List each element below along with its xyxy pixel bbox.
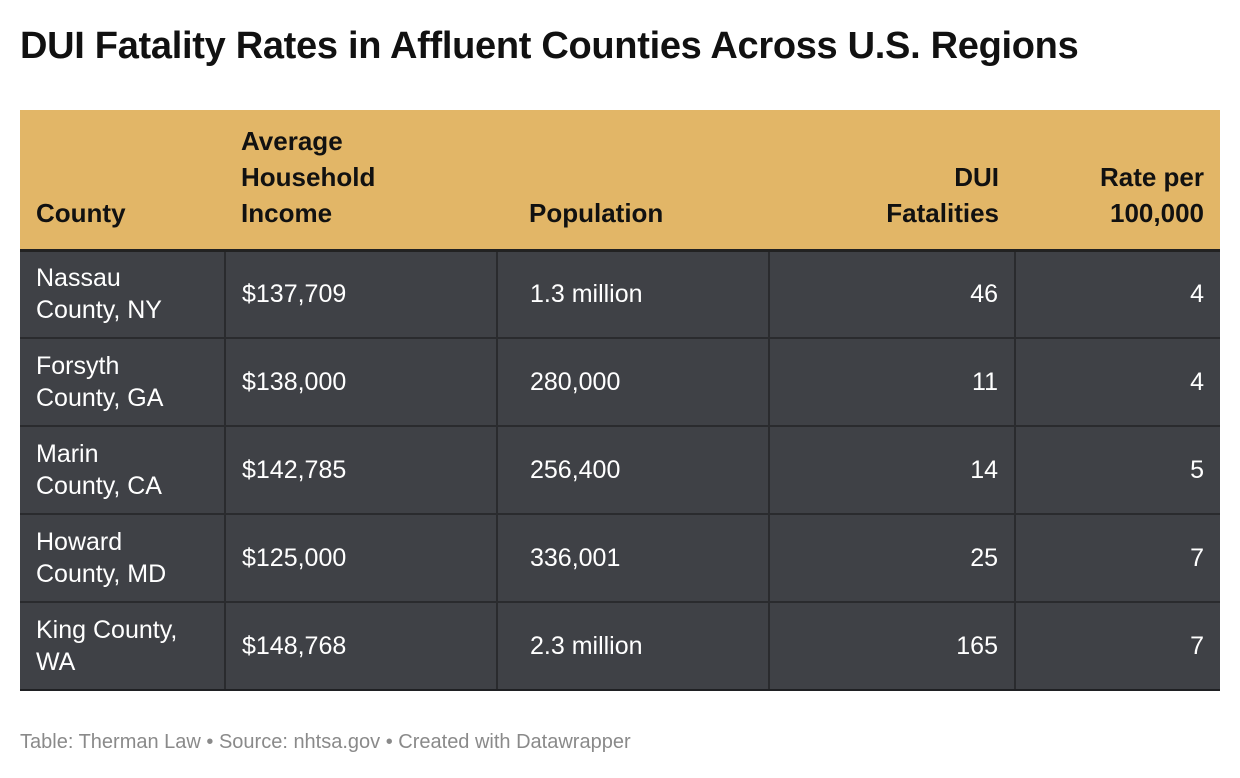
fatalities-cell: 165 bbox=[769, 602, 1016, 691]
population-cell: 1.3 million bbox=[497, 250, 770, 339]
county-cell: Forsyth County, GA bbox=[20, 338, 226, 427]
county-line: Forsyth bbox=[36, 352, 120, 380]
chart-title: DUI Fatality Rates in Affluent Counties … bbox=[20, 25, 1079, 67]
table-row: Howard County, MD $125,000 336,001 25 7 bbox=[20, 514, 1220, 603]
fatalities-cell: 14 bbox=[769, 426, 1016, 515]
county-line: County, GA bbox=[36, 384, 164, 412]
data-table: County Average Household Income Populati… bbox=[20, 110, 1220, 691]
county-cell: Marin County, CA bbox=[20, 426, 226, 515]
income-cell: $148,768 bbox=[225, 602, 498, 691]
county-line: Marin bbox=[36, 440, 99, 468]
fatalities-cell: 11 bbox=[769, 338, 1016, 427]
table-row: King County, WA $148,768 2.3 million 165… bbox=[20, 602, 1220, 691]
population-cell: 280,000 bbox=[497, 338, 770, 427]
county-cell: Howard County, MD bbox=[20, 514, 226, 603]
rate-cell: 5 bbox=[1015, 426, 1220, 515]
header-line: Fatalities bbox=[886, 197, 999, 228]
county-cell: King County, WA bbox=[20, 602, 226, 691]
income-cell: $125,000 bbox=[225, 514, 498, 603]
rate-cell: 4 bbox=[1015, 250, 1220, 339]
header-line: Rate per bbox=[1099, 161, 1204, 192]
header-line: Income bbox=[241, 197, 333, 228]
col-header-fatalities[interactable]: DUI Fatalities bbox=[769, 110, 1015, 252]
table-row: Marin County, CA $142,785 256,400 14 5 bbox=[20, 426, 1220, 515]
county-line: Howard bbox=[36, 528, 123, 556]
county-cell: Nassau County, NY bbox=[20, 250, 226, 339]
header-line: DUI bbox=[954, 161, 999, 192]
county-line: County, CA bbox=[36, 472, 162, 500]
county-line: County, MD bbox=[36, 560, 167, 588]
col-header-income[interactable]: Average Household Income bbox=[225, 110, 497, 252]
income-cell: $137,709 bbox=[225, 250, 498, 339]
population-cell: 2.3 million bbox=[497, 602, 770, 691]
rate-cell: 7 bbox=[1015, 514, 1220, 603]
rate-cell: 7 bbox=[1015, 602, 1220, 691]
county-line: Nassau bbox=[36, 264, 121, 293]
income-cell: $142,785 bbox=[225, 426, 498, 515]
population-cell: 256,400 bbox=[497, 426, 770, 515]
fatalities-cell: 25 bbox=[769, 514, 1016, 603]
table-row: Forsyth County, GA $138,000 280,000 11 4 bbox=[20, 338, 1220, 427]
col-header-county[interactable]: County bbox=[20, 110, 225, 252]
table-row: Nassau County, NY $137,709 1.3 million 4… bbox=[20, 250, 1220, 339]
header-line: 100,000 bbox=[1110, 197, 1204, 228]
header-line: Average bbox=[241, 125, 343, 156]
rate-cell: 4 bbox=[1015, 338, 1220, 427]
col-header-rate[interactable]: Rate per 100,000 bbox=[1015, 110, 1220, 252]
header-line: Population bbox=[529, 197, 664, 228]
county-line: County, NY bbox=[36, 296, 162, 325]
source-footer: Table: Therman Law • Source: nhtsa.gov •… bbox=[20, 731, 631, 753]
header-row: County Average Household Income Populati… bbox=[20, 110, 1220, 252]
header-line: Household bbox=[241, 161, 376, 192]
fatalities-cell: 46 bbox=[769, 250, 1016, 339]
county-line: WA bbox=[36, 648, 76, 676]
county-line: King County, bbox=[36, 616, 178, 644]
population-cell: 336,001 bbox=[497, 514, 770, 603]
income-cell: $138,000 bbox=[225, 338, 498, 427]
header-line: County bbox=[36, 197, 126, 228]
col-header-population[interactable]: Population bbox=[497, 110, 769, 252]
